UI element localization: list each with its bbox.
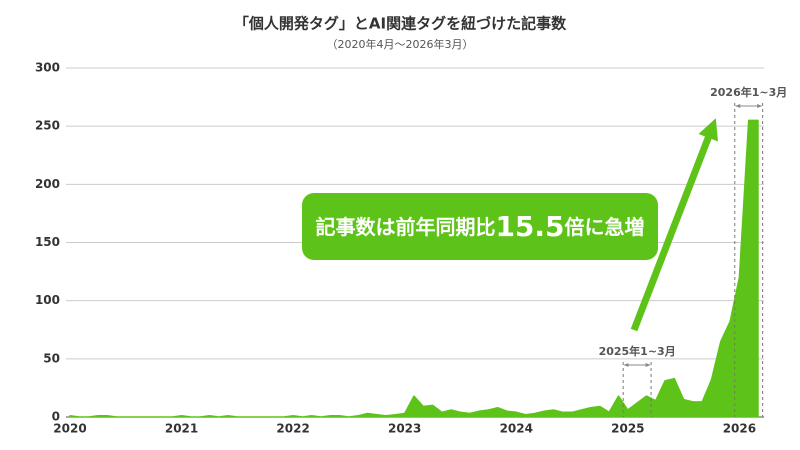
bracket-label: 2025年1~3月 bbox=[599, 344, 676, 358]
callout-text: 記事数は前年同期比15.5倍に急増 bbox=[315, 210, 644, 243]
callout-part: 記事数は前年同期比 bbox=[315, 215, 495, 239]
y-tick-label: 300 bbox=[35, 61, 60, 75]
callout-part: 15.5 bbox=[495, 210, 564, 243]
x-tick-label: 2026 bbox=[723, 422, 756, 436]
trend-arrow bbox=[630, 118, 719, 332]
y-tick-label: 0 bbox=[52, 410, 60, 424]
x-tick-label: 2025 bbox=[611, 422, 644, 436]
x-tick-label: 2023 bbox=[388, 422, 421, 436]
x-tick-label: 2022 bbox=[276, 422, 309, 436]
callout-part: 倍に急増 bbox=[565, 215, 645, 239]
x-tick-label: 2024 bbox=[500, 422, 533, 436]
chart-title: 「個人開発タグ」とAI関連タグを紐づけた記事数 bbox=[234, 15, 567, 33]
y-tick-label: 250 bbox=[35, 119, 60, 133]
y-tick-label: 50 bbox=[43, 351, 60, 365]
chart-subtitle: （2020年4月〜2026年3月） bbox=[327, 37, 474, 51]
x-tick-label: 2020 bbox=[53, 422, 86, 436]
bracket-label: 2026年1~3月 bbox=[710, 85, 787, 99]
y-tick-label: 150 bbox=[35, 235, 60, 249]
y-tick-label: 200 bbox=[35, 177, 60, 191]
y-tick-label: 100 bbox=[35, 293, 60, 307]
callout-box bbox=[302, 193, 658, 260]
x-tick-label: 2021 bbox=[165, 422, 198, 436]
area bbox=[69, 119, 759, 418]
